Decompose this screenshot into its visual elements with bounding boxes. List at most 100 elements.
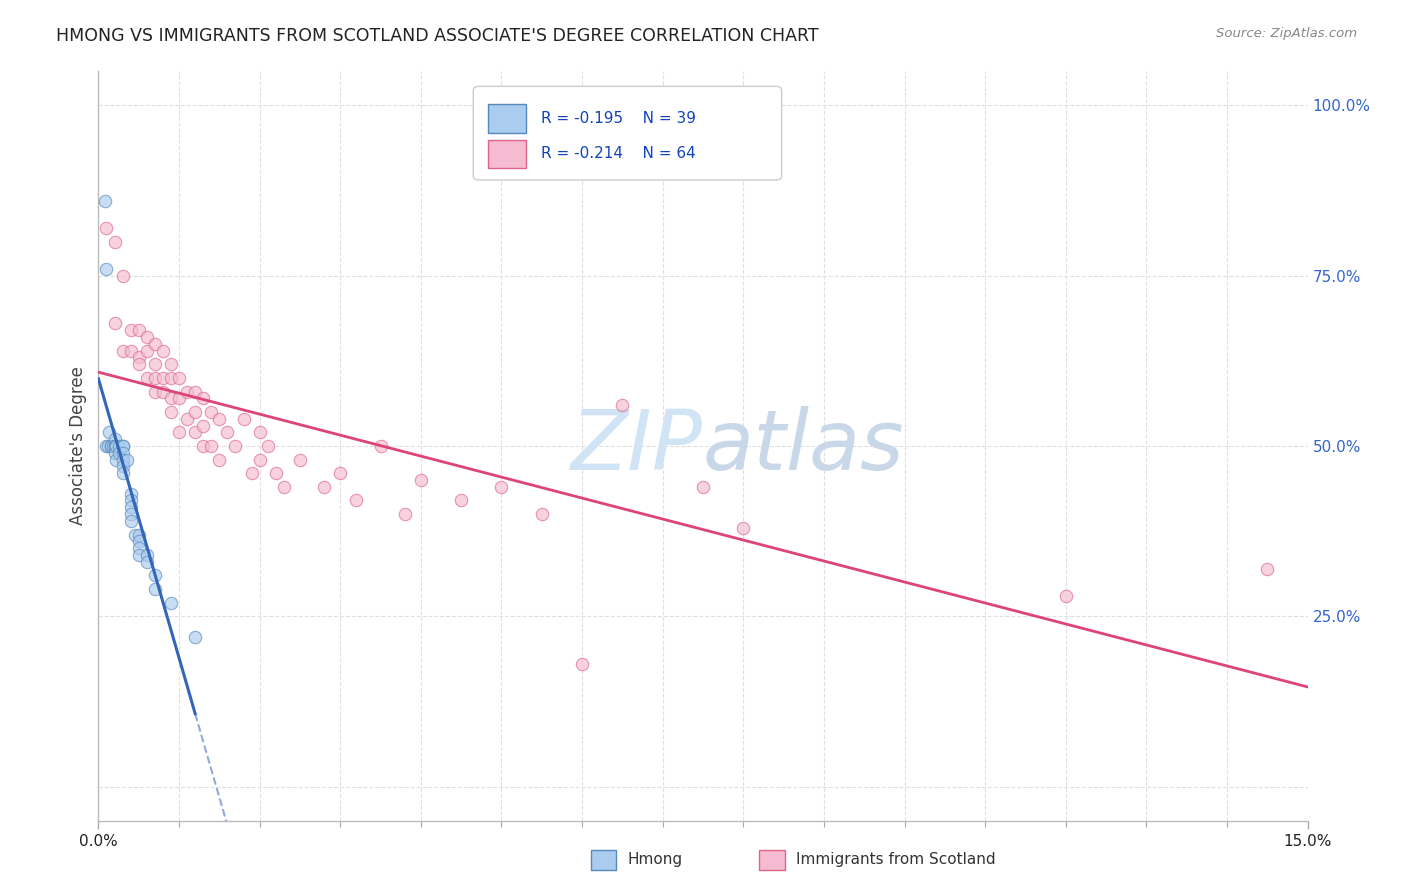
Point	[101, 439, 124, 453]
Point	[97, 425, 120, 440]
Point	[103, 446, 125, 460]
Point	[329, 467, 352, 481]
Point	[1054, 589, 1077, 603]
Point	[100, 439, 122, 453]
Point	[184, 384, 207, 399]
Point	[120, 343, 142, 358]
Point	[128, 323, 150, 337]
Point	[167, 371, 190, 385]
Point	[120, 507, 142, 521]
Point	[256, 439, 278, 453]
Point	[249, 425, 271, 440]
Point	[273, 480, 295, 494]
Point	[208, 411, 231, 425]
Point	[128, 357, 150, 371]
Point	[103, 439, 125, 453]
Point	[111, 268, 134, 283]
Point	[143, 384, 166, 399]
Point	[135, 555, 157, 569]
Point	[120, 323, 142, 337]
Point	[96, 261, 118, 276]
Text: HMONG VS IMMIGRANTS FROM SCOTLAND ASSOCIATE'S DEGREE CORRELATION CHART: HMONG VS IMMIGRANTS FROM SCOTLAND ASSOCI…	[56, 27, 818, 45]
Point	[105, 452, 128, 467]
Point	[450, 493, 472, 508]
Point	[232, 411, 254, 425]
Point	[128, 548, 150, 562]
Point	[107, 446, 129, 460]
Point	[100, 439, 122, 453]
Point	[152, 343, 174, 358]
Point	[193, 418, 215, 433]
Text: ZIP: ZIP	[571, 406, 703, 486]
Point	[143, 357, 166, 371]
Point	[160, 596, 183, 610]
Point	[103, 432, 125, 446]
Point	[103, 439, 125, 453]
Point	[264, 467, 287, 481]
Point	[1256, 561, 1278, 575]
Point	[176, 411, 198, 425]
Point	[111, 343, 134, 358]
Point	[733, 521, 755, 535]
Point	[184, 630, 207, 644]
Point	[111, 439, 134, 453]
Point	[200, 439, 222, 453]
Point	[394, 507, 416, 521]
Bar	[488, 104, 526, 133]
Point	[115, 452, 138, 467]
Point	[96, 439, 118, 453]
Point	[143, 336, 166, 351]
Point	[200, 405, 222, 419]
Point	[128, 534, 150, 549]
Point	[143, 568, 166, 582]
Point	[103, 317, 125, 331]
Point	[128, 541, 150, 556]
Point	[193, 439, 215, 453]
Point	[249, 452, 271, 467]
Point	[314, 480, 336, 494]
Point	[344, 493, 367, 508]
Point	[193, 392, 215, 406]
Point	[184, 405, 207, 419]
Point	[124, 527, 146, 541]
Point	[160, 405, 183, 419]
Point	[135, 548, 157, 562]
Text: Source: ZipAtlas.com: Source: ZipAtlas.com	[1216, 27, 1357, 40]
Point	[167, 425, 190, 440]
Point	[167, 392, 190, 406]
Point	[208, 452, 231, 467]
Point	[96, 221, 118, 235]
Point	[135, 343, 157, 358]
Text: atlas: atlas	[703, 406, 904, 486]
Point	[152, 384, 174, 399]
Point	[111, 452, 134, 467]
Point	[160, 357, 183, 371]
Point	[97, 439, 120, 453]
Point	[135, 330, 157, 344]
Point	[152, 371, 174, 385]
Point	[217, 425, 239, 440]
Point	[135, 371, 157, 385]
Point	[176, 384, 198, 399]
Point	[111, 446, 134, 460]
Point	[120, 486, 142, 500]
Point	[103, 235, 125, 249]
Point	[128, 527, 150, 541]
Text: Immigrants from Scotland: Immigrants from Scotland	[796, 853, 995, 867]
Text: R = -0.195    N = 39: R = -0.195 N = 39	[541, 112, 696, 126]
Point	[107, 439, 129, 453]
Point	[491, 480, 513, 494]
Point	[120, 514, 142, 528]
Point	[120, 493, 142, 508]
Point	[409, 473, 432, 487]
Point	[530, 507, 553, 521]
FancyBboxPatch shape	[474, 87, 782, 180]
Point	[143, 582, 166, 596]
Point	[111, 467, 134, 481]
Point	[612, 398, 634, 412]
Point	[692, 480, 714, 494]
Point	[111, 459, 134, 474]
Point	[143, 371, 166, 385]
Point	[370, 439, 392, 453]
Point	[160, 392, 183, 406]
